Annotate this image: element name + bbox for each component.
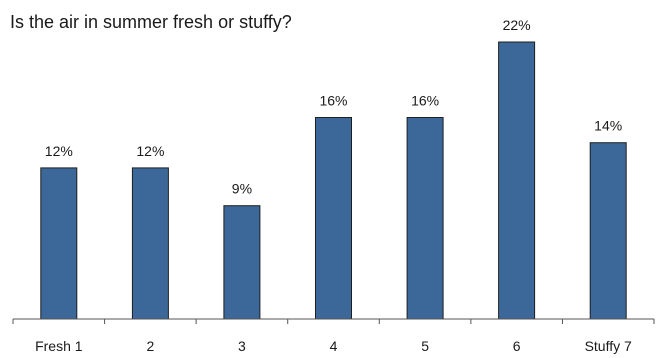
x-tick-label-3: 3 — [238, 338, 246, 354]
bar-6 — [498, 41, 536, 320]
x-tick-label-5: 5 — [421, 338, 429, 354]
data-label-2: 12% — [136, 143, 164, 159]
bar-3 — [223, 205, 261, 320]
bars-group — [40, 41, 627, 320]
data-label-6: 22% — [503, 17, 531, 33]
bar-1 — [40, 167, 78, 320]
bar-7 — [589, 142, 627, 320]
x-tick-label-4: 4 — [330, 338, 338, 354]
bar-4 — [315, 117, 352, 320]
data-label-3: 9% — [232, 181, 252, 197]
data-label-1: 12% — [45, 143, 73, 159]
chart-title: Is the air in summer fresh or stuffy? — [10, 12, 292, 32]
data-label-7: 14% — [594, 118, 622, 134]
x-tick-label-6: 6 — [513, 338, 521, 354]
x-tick-label-7: Stuffy 7 — [585, 338, 632, 354]
bar-5 — [406, 117, 444, 320]
x-axis: Fresh 1 2 3 4 5 6 Stuffy 7 — [12, 318, 655, 354]
data-label-4: 16% — [319, 93, 347, 109]
data-label-5: 16% — [411, 93, 439, 109]
x-tick-label-1: Fresh 1 — [35, 338, 83, 354]
data-labels-group: 12% 12% 9% 16% 16% 22% 14% — [45, 17, 622, 197]
x-tick-label-2: 2 — [147, 338, 155, 354]
bar-2 — [131, 167, 169, 320]
